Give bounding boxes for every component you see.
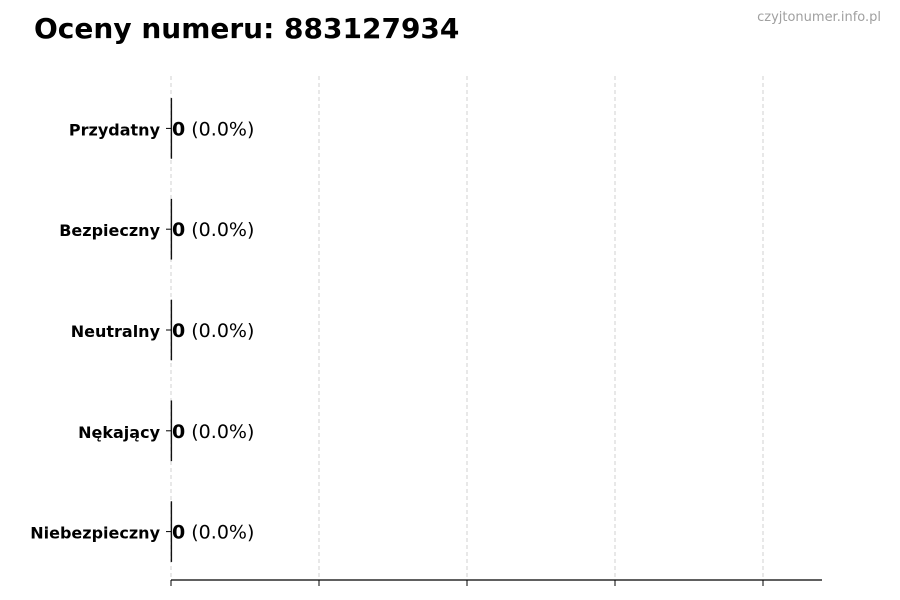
y-tick-label: Nękający bbox=[78, 423, 160, 442]
y-tick-label: Przydatny bbox=[69, 120, 161, 139]
data-label: 0 (0.0%) bbox=[172, 421, 254, 443]
data-label: 0 (0.0%) bbox=[172, 118, 254, 140]
y-tick-label: Bezpieczny bbox=[59, 221, 160, 240]
y-tick-label: Niebezpieczny bbox=[30, 524, 160, 543]
data-label: 0 (0.0%) bbox=[172, 219, 254, 241]
chart-title: Oceny numeru: 883127934 bbox=[34, 12, 460, 45]
data-label: 0 (0.0%) bbox=[172, 320, 254, 342]
y-tick-label: Neutralny bbox=[71, 322, 161, 341]
watermark: czyjtonumer.info.pl bbox=[757, 10, 881, 25]
data-label: 0 (0.0%) bbox=[172, 522, 254, 544]
